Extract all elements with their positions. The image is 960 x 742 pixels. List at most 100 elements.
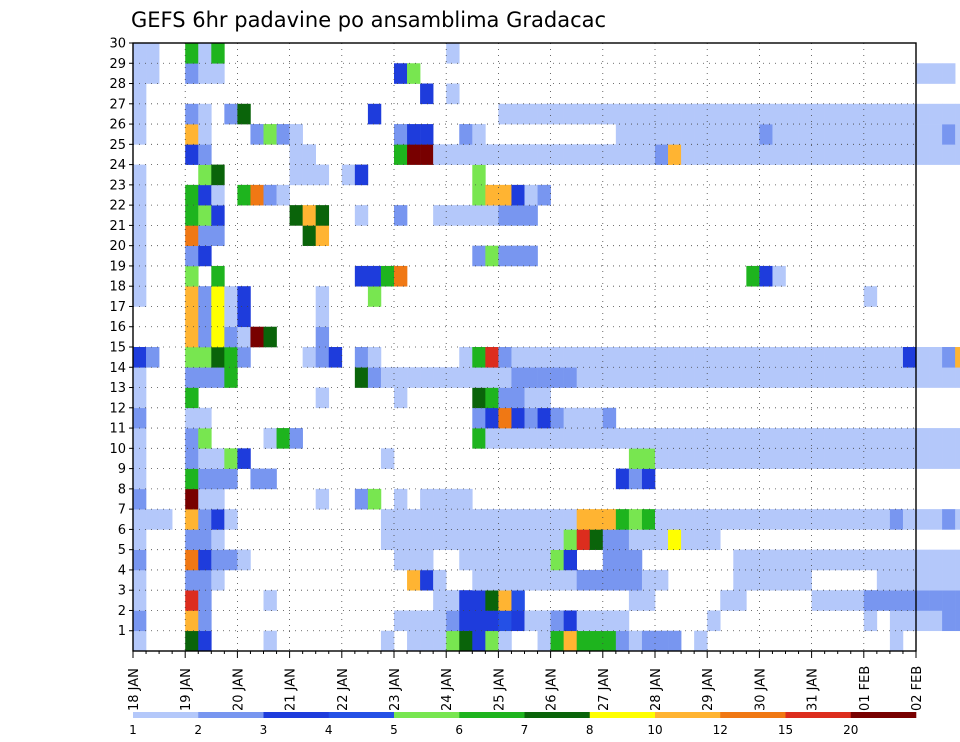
cell-member-14-step-41: [668, 367, 682, 388]
cell-member-2-step-63: [955, 610, 960, 632]
cell-member-25-step-27: [485, 144, 499, 165]
cell-member-10-step-19: [380, 448, 395, 469]
cell-member-27-step-40: [655, 103, 669, 125]
cell-member-11-step-50: [785, 428, 799, 449]
cell-member-28-step-0: [133, 83, 147, 105]
cell-member-5-step-4: [185, 549, 199, 571]
cell-member-5-step-20: [394, 549, 408, 571]
cell-member-15-step-42: [681, 347, 695, 368]
cell-member-4-step-0: [133, 569, 147, 591]
cell-member-6-step-33: [563, 529, 577, 550]
cell-member-11-step-26: [472, 428, 486, 449]
y-tick-label: 27: [109, 97, 126, 112]
cell-member-21-step-5: [198, 225, 212, 246]
cell-member-5-step-52: [811, 549, 825, 571]
y-tick-label: 23: [109, 178, 126, 193]
cell-member-12-step-5: [198, 407, 212, 429]
cell-member-25-step-24: [446, 144, 460, 165]
cell-member-21-step-14: [315, 225, 330, 246]
cell-member-5-step-31: [537, 549, 551, 571]
cell-member-10-step-40: [655, 448, 669, 469]
cell-member-15-step-6: [211, 347, 225, 368]
cell-member-27-step-36: [602, 103, 617, 125]
cell-member-24-step-16: [341, 164, 356, 186]
y-tick-label: 1: [118, 624, 126, 639]
colorbar-swatch: [720, 712, 786, 718]
cell-member-5-step-29: [511, 549, 525, 571]
cell-member-3-step-46: [733, 590, 747, 611]
cell-member-7-step-33: [563, 509, 577, 530]
cell-member-29-step-61: [929, 63, 943, 84]
cell-member-11-step-59: [902, 428, 917, 449]
cell-member-2-step-56: [863, 610, 878, 632]
cell-member-4-step-38: [628, 569, 643, 591]
cell-member-16-step-14: [315, 326, 330, 348]
cell-member-11-step-49: [772, 428, 786, 449]
cell-member-4-step-22: [420, 569, 434, 591]
cell-member-7-step-19: [380, 509, 395, 530]
cell-member-4-step-6: [211, 569, 225, 591]
cell-member-11-step-31: [537, 428, 551, 449]
cell-member-8-step-17: [354, 488, 369, 510]
cell-member-15-step-41: [668, 347, 682, 368]
cell-member-27-step-62: [942, 103, 956, 125]
y-tick-label: 9: [118, 462, 126, 477]
cell-member-19-step-20: [394, 265, 408, 287]
cell-member-4-step-23: [433, 569, 447, 591]
cell-member-23-step-0: [133, 184, 147, 206]
cell-member-11-step-32: [550, 428, 564, 449]
cell-member-10-step-5: [198, 448, 212, 469]
cell-member-27-step-33: [563, 103, 577, 125]
cell-member-11-step-61: [929, 428, 943, 449]
cell-member-25-step-13: [302, 144, 316, 165]
cell-member-10-step-43: [694, 448, 708, 469]
cell-member-14-step-33: [563, 367, 577, 388]
cell-member-5-step-32: [550, 549, 564, 571]
y-tick-label: 24: [109, 158, 126, 173]
cell-member-5-step-57: [876, 549, 891, 571]
cell-member-15-step-53: [824, 347, 838, 368]
cell-member-15-step-15: [328, 347, 343, 368]
cell-member-27-step-48: [759, 103, 773, 125]
cell-member-1-step-25: [459, 630, 473, 652]
cell-member-22-step-26: [472, 205, 486, 226]
cell-member-14-step-4: [185, 367, 199, 388]
cell-member-27-step-49: [772, 103, 786, 125]
cell-member-24-step-17: [354, 164, 369, 186]
cell-member-7-step-45: [720, 509, 734, 530]
cell-member-4-step-62: [942, 569, 956, 591]
cell-member-5-step-59: [902, 549, 917, 571]
cell-member-19-step-19: [380, 265, 395, 287]
cell-member-3-step-25: [459, 590, 473, 611]
cell-member-27-step-4: [185, 103, 199, 125]
cell-member-2-step-21: [407, 610, 421, 632]
cell-member-12-step-0: [133, 407, 147, 429]
cell-member-7-step-4: [185, 509, 199, 530]
cell-member-6-step-29: [511, 529, 525, 550]
cell-member-27-step-44: [707, 103, 721, 125]
cell-member-4-step-49: [772, 569, 786, 591]
cell-member-15-step-13: [302, 347, 316, 368]
x-tick-label: 31 JAN: [806, 668, 821, 711]
cell-member-10-step-45: [720, 448, 734, 469]
cell-member-6-step-44: [707, 529, 721, 550]
cell-member-13-step-28: [498, 387, 512, 409]
cell-member-3-step-57: [876, 590, 891, 611]
cell-member-5-step-60: [916, 549, 930, 571]
cell-member-5-step-6: [211, 549, 225, 571]
x-tick-label: 02 FEB: [910, 666, 925, 711]
cell-member-4-step-61: [929, 569, 943, 591]
cell-member-14-step-56: [863, 367, 878, 388]
cell-member-21-step-4: [185, 225, 199, 246]
cell-member-15-step-45: [720, 347, 734, 368]
chart-title: GEFS 6hr padavine po ansamblima Gradacac: [131, 8, 606, 32]
cell-member-15-step-33: [563, 347, 577, 368]
cell-member-14-step-28: [498, 367, 512, 388]
cell-member-11-step-41: [668, 428, 682, 449]
cell-member-14-step-6: [211, 367, 225, 388]
cell-member-4-step-48: [759, 569, 773, 591]
cell-member-10-step-59: [902, 448, 917, 469]
cell-member-12-step-36: [602, 407, 617, 429]
cell-member-14-step-63: [955, 367, 960, 388]
y-tick-label: 10: [109, 442, 126, 457]
